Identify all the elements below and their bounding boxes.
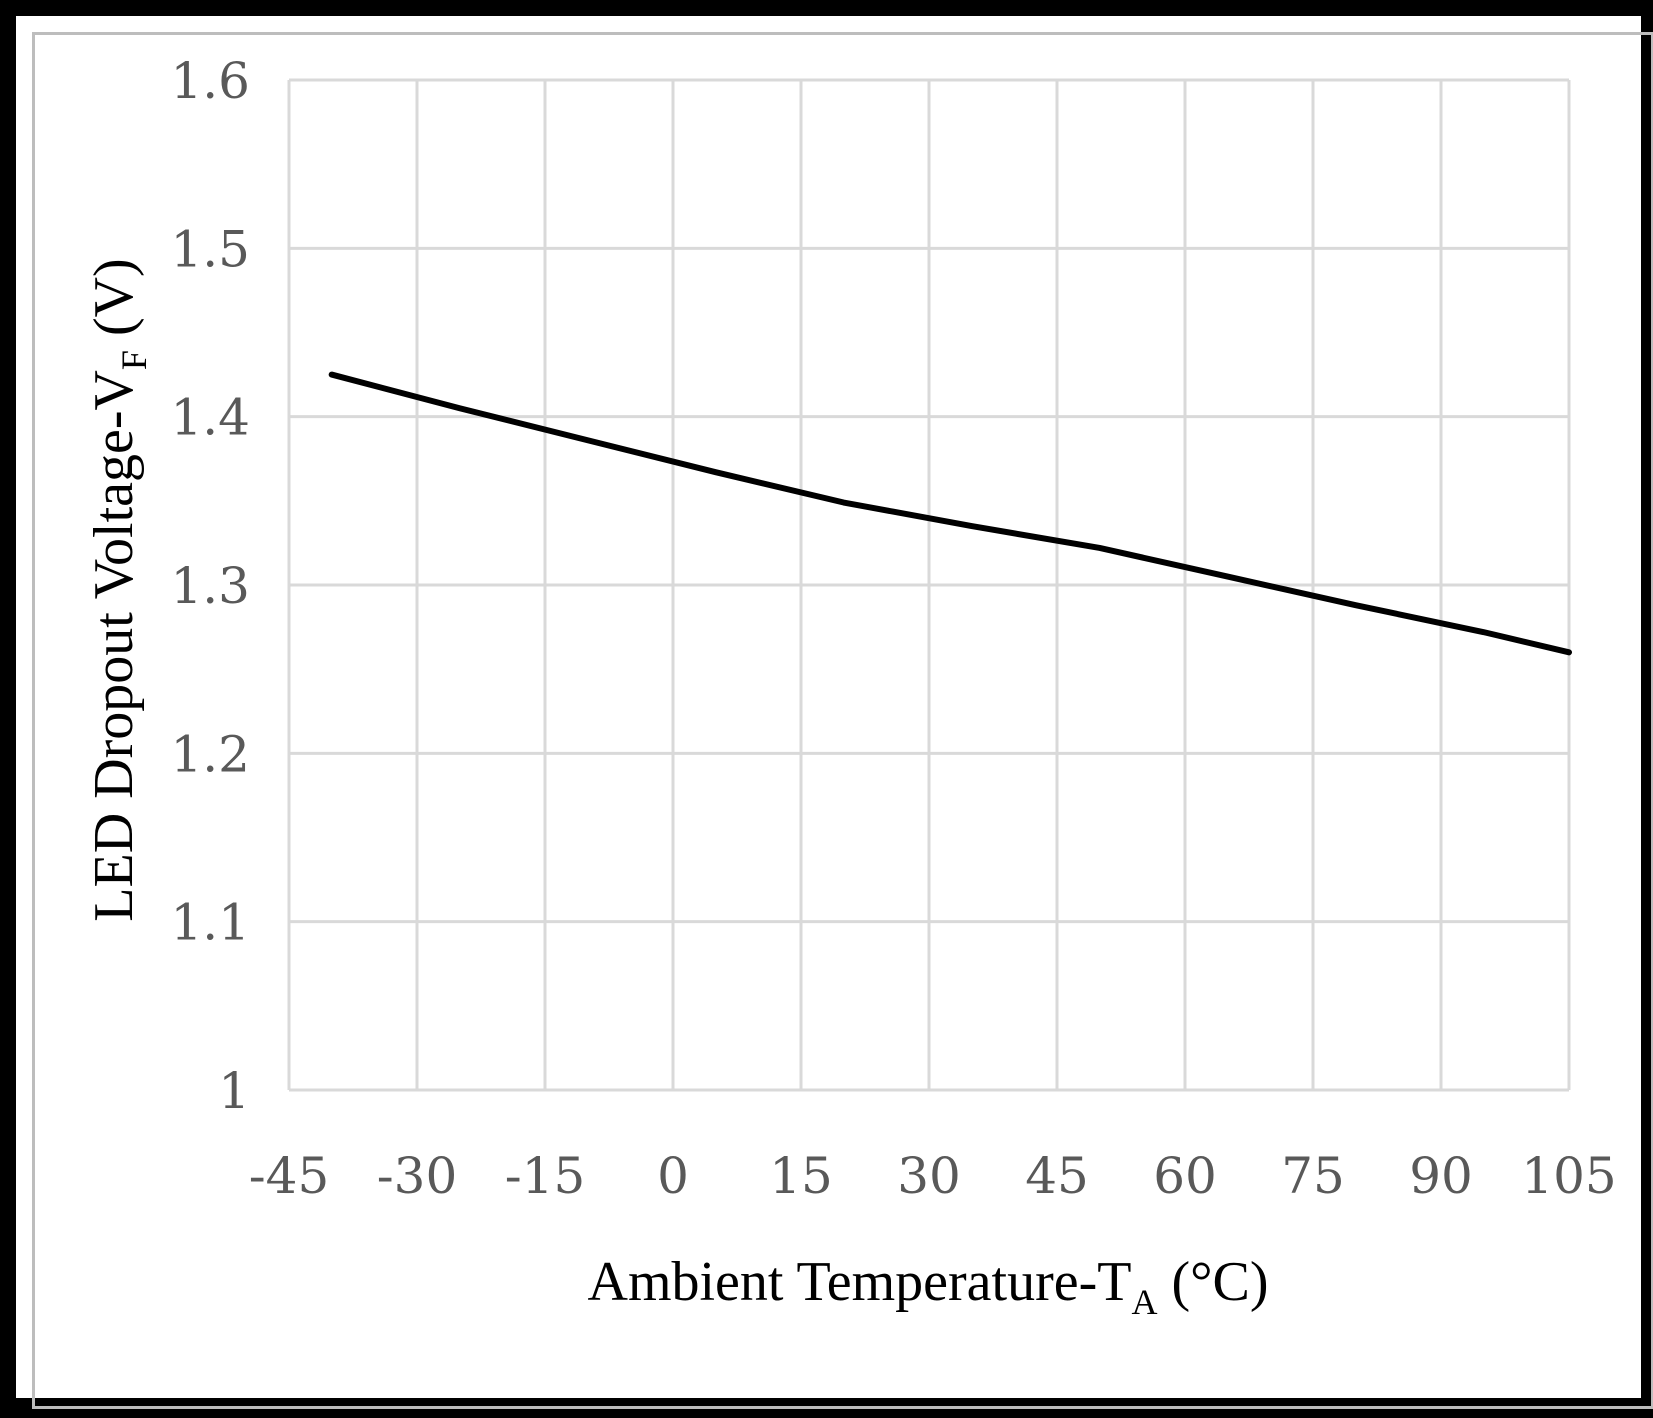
- grid: [287, 78, 1571, 1092]
- x-tick-label: -30: [377, 1147, 458, 1205]
- series-line-0: [328, 371, 1572, 656]
- x-tick-label: 90: [1409, 1147, 1473, 1205]
- x-tick-label: 60: [1153, 1147, 1217, 1205]
- series-layer: [328, 371, 1572, 656]
- x-tick-label: 75: [1281, 1147, 1345, 1205]
- x-tick-labels: -45 -30 -15 0 15 30 45 60 75 90 105: [249, 1147, 1617, 1205]
- y-tick-label: 1: [218, 1062, 250, 1120]
- x-tick-label: 45: [1025, 1147, 1089, 1205]
- y-axis-title-suffix: (V): [83, 258, 145, 350]
- y-tick-label: 1.4: [170, 389, 250, 447]
- x-tick-label: 105: [1521, 1147, 1616, 1205]
- x-tick-label: 0: [657, 1147, 689, 1205]
- x-axis-title-subscript: A: [1131, 1282, 1157, 1322]
- x-axis-title-suffix: (°C): [1157, 1251, 1268, 1313]
- y-axis-title: LED Dropout Voltage-VF (V): [83, 258, 154, 921]
- x-tick-label: -45: [249, 1147, 330, 1205]
- y-axis-title-subscript: F: [114, 350, 154, 370]
- y-tick-labels: 1 1.1 1.2 1.3 1.4 1.5 1.6: [170, 52, 250, 1120]
- y-axis-title-main: LED Dropout Voltage-V: [83, 370, 145, 922]
- x-axis-title: Ambient Temperature-TA (°C): [588, 1251, 1269, 1322]
- x-tick-label: 15: [769, 1147, 833, 1205]
- y-tick-label: 1.1: [170, 894, 250, 952]
- y-tick-label: 1.6: [170, 52, 250, 110]
- y-tick-label: 1.2: [170, 725, 250, 783]
- x-tick-label: 30: [897, 1147, 961, 1205]
- x-tick-label: -15: [505, 1147, 586, 1205]
- y-tick-label: 1.3: [170, 557, 250, 615]
- y-tick-label: 1.5: [170, 220, 250, 278]
- x-axis-title-main: Ambient Temperature-T: [588, 1251, 1132, 1313]
